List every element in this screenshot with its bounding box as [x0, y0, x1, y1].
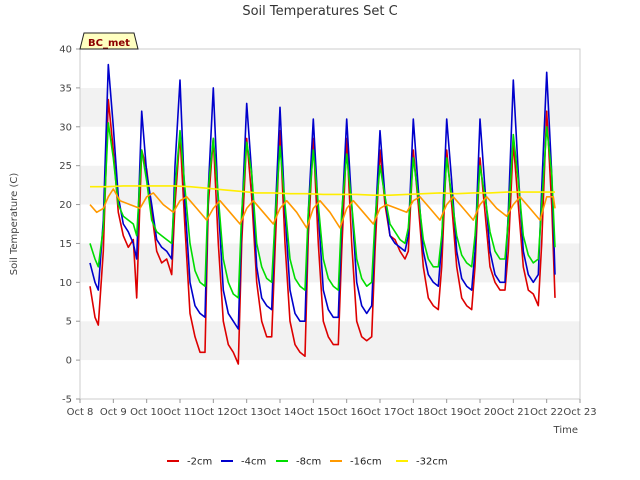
x-tick-label: Oct 19: [430, 407, 463, 418]
station-badge: BC_met: [79, 32, 139, 50]
y-tick-label: 30: [59, 122, 72, 133]
legend-label: -8cm: [296, 457, 321, 468]
x-tick-label: Oct 17: [363, 407, 396, 418]
y-tick-label: -5: [62, 395, 72, 406]
x-tick-label: Oct 22: [530, 407, 563, 418]
x-tick-label: Oct 23: [563, 407, 596, 418]
y-tick-label: 15: [59, 239, 72, 250]
x-tick-label: Oct 16: [330, 407, 363, 418]
plot-area: [79, 48, 581, 400]
x-tick-label: Oct 15: [297, 407, 330, 418]
badge-background: [79, 32, 139, 50]
y-tick-label: 20: [59, 200, 72, 211]
y-tick-label: 5: [66, 317, 72, 328]
x-tick-label: Oct 20: [463, 407, 496, 418]
x-axis: Oct 8 Oct 9 Oct 10 Oct 11 Oct 12 Oct 13 Oct 14…: [67, 399, 597, 418]
x-tick-label: Oct 14: [263, 407, 296, 418]
series-line-minus-8cm: [89, 122, 556, 299]
y-axis-label: Soil Temperature (C): [9, 173, 20, 276]
x-tick-label: Oct 13: [230, 407, 263, 418]
legend-label: -4cm: [241, 457, 266, 468]
grid-band: [80, 49, 580, 88]
x-axis-label: Time: [553, 425, 578, 436]
y-tick-label: 10: [59, 278, 72, 289]
y-tick-label: 40: [59, 45, 72, 56]
y-axis: -5 0 5 10 15 20 25 30 35 40: [59, 45, 80, 406]
legend: -2cm -4cm -8cm -16cm -32cm: [167, 457, 448, 468]
x-tick-label: Oct 9: [100, 407, 127, 418]
x-tick-label: Oct 18: [397, 407, 430, 418]
y-tick-label: 35: [59, 83, 72, 94]
y-tick-label: 0: [66, 356, 72, 367]
legend-label: -16cm: [350, 457, 382, 468]
legend-label: -2cm: [187, 457, 212, 468]
x-tick-label: Oct 12: [197, 407, 230, 418]
x-tick-label: Oct 8: [67, 407, 94, 418]
series-lines: [89, 63, 556, 365]
grid-band: [80, 126, 580, 166]
series-line-minus-4cm: [89, 63, 556, 330]
legend-label: -32cm: [416, 457, 448, 468]
series-line-minus-16cm: [89, 188, 556, 229]
x-tick-label: Oct 11: [163, 407, 196, 418]
grid-bands: [80, 49, 580, 399]
badge-label: BC_met: [88, 38, 130, 49]
y-tick-label: 25: [59, 161, 72, 172]
x-tick-label: Oct 10: [130, 407, 163, 418]
chart-title: Soil Temperatures Set C: [242, 4, 397, 19]
x-tick-label: Oct 21: [497, 407, 530, 418]
grid-band: [80, 360, 580, 399]
grid-band: [80, 282, 580, 322]
series-line-minus-32cm: [90, 185, 555, 196]
grid-band: [80, 87, 580, 127]
